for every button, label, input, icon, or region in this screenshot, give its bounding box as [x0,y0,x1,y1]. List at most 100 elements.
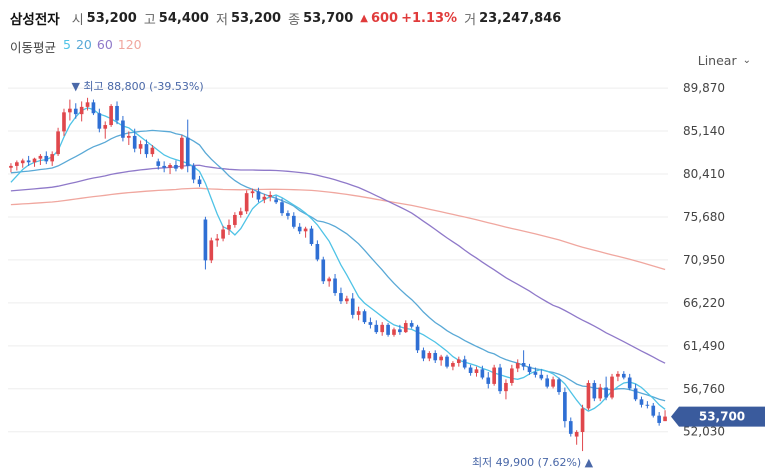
candle-body [85,102,90,107]
candle-body [286,213,290,216]
candle [262,194,267,204]
candle-body [91,102,96,114]
candle [504,379,508,400]
y-tick-label: 89,870 [683,81,725,95]
candle-body [580,408,585,433]
candle-body [126,135,131,138]
candle-body [162,165,166,168]
candle-body [362,311,367,323]
candle-body [44,155,49,162]
candle [345,295,349,304]
candle-body [645,404,650,406]
candle [280,198,284,216]
candle [103,121,108,139]
candle [121,115,125,142]
candle [327,276,331,287]
candle-body [527,366,532,373]
candle-body [103,125,108,129]
candle [510,364,514,386]
candle [580,404,585,452]
candle-body [56,131,60,155]
candle [20,158,25,168]
candle-body [492,367,496,384]
candle [115,101,119,125]
candle-body [9,165,13,168]
candle-body [386,324,390,335]
candle-body [563,392,567,422]
high-label: 고 [143,12,156,28]
open-label: 시 [71,12,84,28]
candle [515,359,520,373]
candle [109,104,113,127]
candle [439,354,443,366]
candle [50,151,55,166]
up-triangle-icon: ▲ [360,12,368,24]
candle-body [486,377,491,384]
ma-legend-60[interactable]: 60 [96,37,113,52]
candle [91,99,96,116]
candle-body [392,329,396,335]
candle [168,163,172,175]
candle-body [639,399,644,405]
candle [368,317,373,329]
low-annotation: 최저 49,900 (7.62%) ▲ [472,456,594,469]
candle-body [168,165,172,168]
candle-body [521,362,526,367]
ma-legend-20[interactable]: 20 [75,37,92,52]
candle-body [97,113,102,129]
open-value: 53,200 [86,10,137,26]
candle-body [504,382,508,392]
candle [291,212,296,229]
chevron-down-icon: ⌄ [742,55,751,66]
candle [445,354,449,369]
candle-body [439,356,443,361]
candle [138,140,143,155]
candle [533,367,538,378]
candle [604,376,608,401]
candle [598,383,603,402]
candle-body [480,369,485,378]
ma-legend-5[interactable]: 5 [63,37,71,52]
candle-body [568,421,573,434]
candle [374,320,379,334]
moving-average-legend: 이동평균 5 20 60 120 [10,37,142,56]
candle-body [203,219,208,261]
candle [174,160,178,172]
candle-body [633,388,638,400]
candle-body [79,106,84,115]
candle-body [586,382,591,409]
candle [250,188,255,198]
candle [398,324,402,335]
candle-body [132,135,137,149]
candle-body [374,324,379,333]
candle [303,226,308,238]
candle [350,293,355,319]
candle-body [315,244,320,260]
ma20-line [10,129,666,402]
candle-body [238,211,243,215]
volume-label: 거 [464,12,477,28]
candle-body [433,353,438,361]
annotations: ▼ 최고 88,800 (-39.53%) 최저 49,900 (7.62%) ▲ [71,80,593,469]
candle [557,377,561,395]
y-tick-label: 75,680 [683,210,725,224]
candle [451,361,455,371]
moving-average-lines [10,107,666,412]
ma-legend-120[interactable]: 120 [117,37,142,52]
candle-body [327,278,331,282]
candle [498,363,502,394]
candle-body [50,154,55,162]
candle [162,161,166,173]
candle [150,145,155,157]
high-value: 54,400 [158,10,209,26]
scale-selector[interactable]: Linear ⌄ [698,53,751,68]
low-label: 저 [215,12,228,28]
candle-body [280,202,284,214]
candle [492,364,496,386]
candle [56,127,60,156]
candle-body [185,137,190,166]
candle [362,309,367,324]
y-tick-label: 61,490 [683,339,725,353]
price-tag-box [671,406,765,427]
candle [663,410,667,422]
